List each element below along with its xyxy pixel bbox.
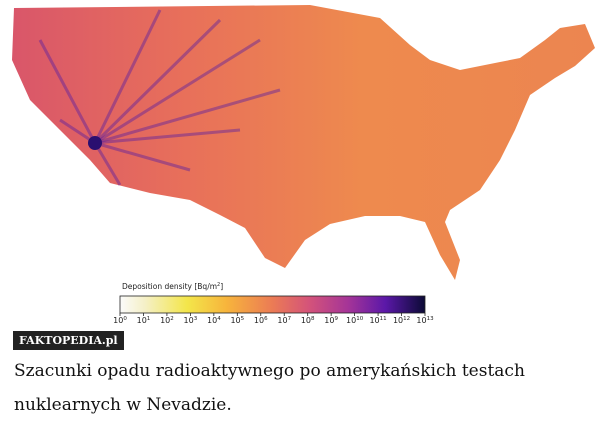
test-site: [88, 136, 102, 150]
tick-base: 10: [184, 316, 194, 325]
colorbar-tick-label: 1012: [393, 316, 410, 325]
tick-base: 10: [207, 316, 217, 325]
tick-exponent: 12: [403, 316, 410, 322]
tick-exponent: 3: [194, 316, 198, 322]
tick-exponent: 9: [334, 316, 338, 322]
caption: Szacunki opadu radioaktywnego po ameryka…: [14, 361, 525, 415]
colorbar-tick-label: 104: [207, 316, 221, 325]
tick-base: 10: [254, 316, 264, 325]
tick-exponent: 8: [311, 316, 315, 322]
fallout-plumes: [38, 9, 281, 186]
tick-exponent: 11: [380, 316, 387, 322]
colorbar-tick-label: 1011: [369, 316, 386, 325]
watermark: FAKTOPEDIA.pl: [13, 331, 124, 350]
tick-exponent: 7: [288, 316, 292, 322]
tick-exponent: 0: [123, 316, 127, 322]
colorbar-tick-label: 108: [301, 316, 315, 325]
tick-exponent: 5: [241, 316, 245, 322]
tick-base: 10: [160, 316, 170, 325]
colorbar: [119, 295, 426, 314]
tick-base: 10: [113, 316, 123, 325]
tick-base: 10: [324, 316, 334, 325]
colorbar-tick-label: 102: [160, 316, 174, 325]
tick-exponent: 13: [427, 316, 434, 322]
colorbar-tick-label: 107: [277, 316, 291, 325]
colorbar-tick-label: 109: [324, 316, 338, 325]
tick-base: 10: [346, 316, 356, 325]
tick-base: 10: [301, 316, 311, 325]
tick-exponent: 10: [356, 316, 363, 322]
tick-exponent: 6: [264, 316, 268, 322]
tick-exponent: 4: [217, 316, 221, 322]
tick-base: 10: [230, 316, 240, 325]
tick-base: 10: [277, 316, 287, 325]
us-land: [12, 5, 595, 280]
map: Deposition density [Bq/m2] 100 101 102 103 1…: [12, 5, 595, 325]
tick-base: 10: [393, 316, 403, 325]
tick-base: 10: [416, 316, 426, 325]
tick-base: 10: [137, 316, 147, 325]
colorbar-tick-label: 105: [230, 316, 244, 325]
colorbar-tick-label: 1010: [346, 316, 364, 325]
colorbar-tick-label: 103: [184, 316, 198, 325]
colorbar-label: Deposition density [Bq/m2]: [122, 282, 223, 291]
tick-base: 10: [369, 316, 379, 325]
tick-exponent: 2: [170, 316, 174, 322]
colorbar-tick-label: 100: [113, 316, 127, 325]
tick-exponent: 1: [147, 316, 151, 322]
colorbar-tick-label: 101: [137, 316, 151, 325]
colorbar-tick-label: 1013: [416, 316, 434, 325]
colorbar-tick-label: 106: [254, 316, 268, 325]
